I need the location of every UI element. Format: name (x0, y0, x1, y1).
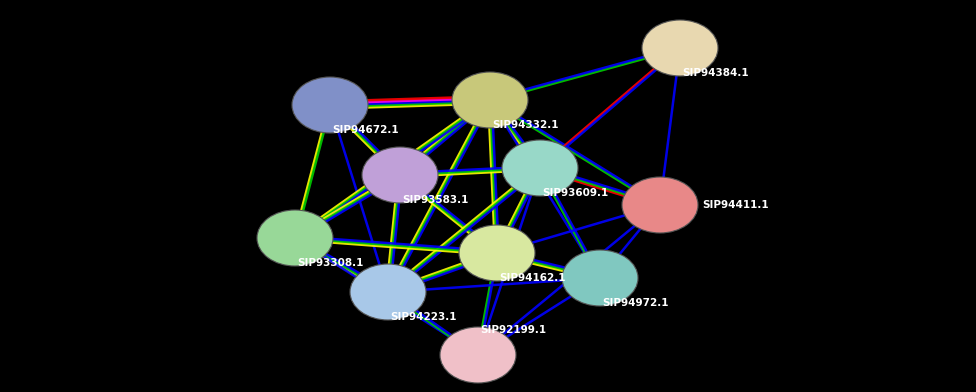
Text: SIP92199.1: SIP92199.1 (480, 325, 547, 335)
Text: SIP94223.1: SIP94223.1 (390, 312, 457, 322)
Ellipse shape (642, 20, 718, 76)
Text: SIP94972.1: SIP94972.1 (602, 298, 669, 308)
Text: SIP94384.1: SIP94384.1 (682, 68, 749, 78)
Text: SIP93609.1: SIP93609.1 (542, 188, 608, 198)
Text: SIP94672.1: SIP94672.1 (332, 125, 398, 135)
Ellipse shape (452, 72, 528, 128)
Ellipse shape (362, 147, 438, 203)
Text: SIP93308.1: SIP93308.1 (297, 258, 363, 268)
Ellipse shape (562, 250, 638, 306)
Text: SIP94332.1: SIP94332.1 (492, 120, 558, 130)
Ellipse shape (292, 77, 368, 133)
Ellipse shape (257, 210, 333, 266)
Ellipse shape (459, 225, 535, 281)
Text: SIP94162.1: SIP94162.1 (499, 273, 565, 283)
Ellipse shape (622, 177, 698, 233)
Ellipse shape (440, 327, 516, 383)
Ellipse shape (350, 264, 426, 320)
Text: SIP93583.1: SIP93583.1 (402, 195, 468, 205)
Text: SIP94411.1: SIP94411.1 (702, 200, 769, 210)
Ellipse shape (502, 140, 578, 196)
